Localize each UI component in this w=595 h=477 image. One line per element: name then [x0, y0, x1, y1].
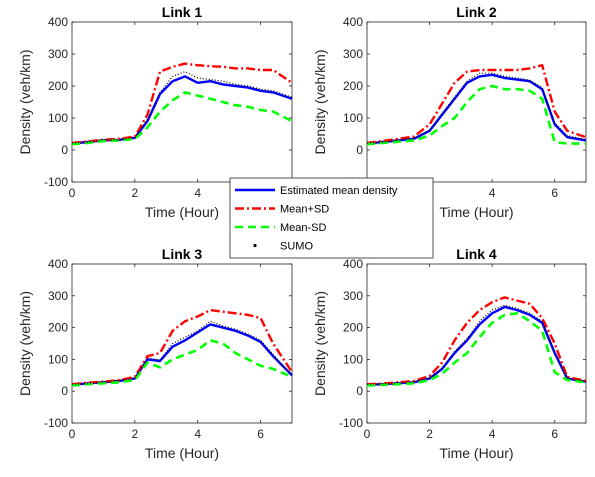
y-tick-label: -100 [44, 416, 68, 430]
legend-marker-sumo [253, 243, 257, 248]
legend-label: Estimated mean density [280, 185, 398, 197]
x-axis-label: Time (Hour) [145, 445, 219, 461]
x-tick-label: 4 [489, 427, 496, 441]
x-tick-label: 2 [132, 186, 139, 200]
x-tick-label: 0 [69, 186, 76, 200]
y-tick-label: 400 [48, 15, 68, 29]
legend-label: SUMO [280, 241, 313, 253]
x-tick-label: 0 [69, 427, 76, 441]
subplot-title: Link 3 [162, 246, 203, 262]
series-line-sumo [71, 320, 293, 385]
x-tick-label: 4 [194, 427, 201, 441]
y-tick-label: 200 [343, 79, 363, 93]
x-tick-label: 0 [364, 427, 371, 441]
y-tick-label: 0 [356, 143, 363, 157]
y-tick-label: 300 [343, 289, 363, 303]
x-axis-label: Time (Hour) [145, 204, 219, 220]
y-tick-label: 400 [48, 257, 68, 271]
x-tick-label: 6 [551, 427, 558, 441]
x-axis-label: Time (Hour) [439, 204, 513, 220]
series-line-sumo [71, 70, 293, 144]
series-line-mean-plus-sd [366, 296, 587, 386]
y-tick-label: 200 [48, 79, 68, 93]
series-line-mean-minus-sd [366, 311, 587, 387]
axes-box [71, 21, 293, 183]
axes-box [366, 263, 587, 424]
series-line-mean [366, 73, 587, 145]
y-tick-label: 400 [343, 15, 363, 29]
y-tick-label: 300 [48, 289, 68, 303]
y-tick-label: 200 [343, 321, 363, 335]
legend-label: Mean+SD [280, 204, 329, 216]
subplot-title: Link 4 [456, 246, 497, 262]
y-tick-label: 0 [356, 384, 363, 398]
series-line-mean-plus-sd [71, 62, 293, 145]
x-tick-label: 2 [426, 427, 433, 441]
x-tick-label: 6 [257, 427, 264, 441]
y-axis-label: Density (veh/km) [17, 291, 33, 396]
legend-label: Mean-SD [280, 222, 327, 234]
y-axis-label: Density (veh/km) [312, 49, 328, 154]
y-tick-label: 200 [48, 321, 68, 335]
y-tick-label: -100 [44, 175, 68, 189]
y-tick-label: -100 [339, 416, 363, 430]
x-tick-label: 6 [551, 186, 558, 200]
y-tick-label: 100 [48, 352, 68, 366]
subplot-title: Link 1 [162, 4, 203, 20]
series-line-sumo [366, 72, 587, 144]
y-tick-label: 300 [48, 47, 68, 61]
series-line-mean-minus-sd [71, 338, 293, 387]
x-tick-label: 4 [194, 186, 201, 200]
series-line-mean-plus-sd [366, 63, 587, 145]
y-tick-label: 0 [61, 143, 68, 157]
x-axis-label: Time (Hour) [439, 445, 513, 461]
y-axis-label: Density (veh/km) [312, 291, 328, 396]
y-tick-label: 100 [343, 111, 363, 125]
subplot-title: Link 2 [456, 4, 497, 20]
axes-box [71, 263, 293, 424]
y-tick-label: 0 [61, 384, 68, 398]
x-tick-label: 4 [489, 186, 496, 200]
y-tick-label: 300 [343, 47, 363, 61]
legend-box [229, 177, 434, 259]
axes-box [366, 21, 587, 183]
series-line-mean-minus-sd [366, 84, 586, 146]
y-tick-label: 100 [343, 352, 363, 366]
legend: Estimated mean density Mean+SD Mean-SD SUMO [229, 177, 434, 259]
y-tick-label: 400 [343, 257, 363, 271]
y-axis-label: Density (veh/km) [17, 49, 33, 154]
y-tick-label: 100 [48, 111, 68, 125]
series-line-mean-minus-sd [71, 91, 293, 146]
x-tick-label: 2 [132, 427, 139, 441]
